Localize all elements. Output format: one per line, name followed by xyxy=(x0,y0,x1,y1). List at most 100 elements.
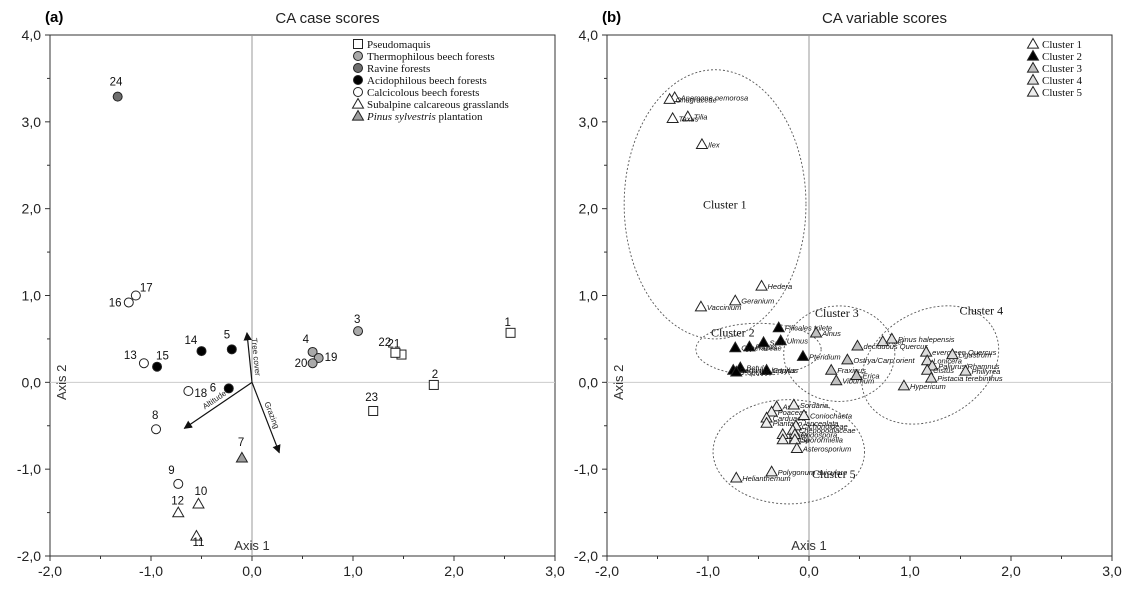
variable-label: Onagraceae xyxy=(676,95,717,104)
panel-label: (b) xyxy=(602,9,621,26)
case-label: 7 xyxy=(238,437,244,449)
case-point-4 xyxy=(307,346,318,357)
variable-point-ulmus xyxy=(774,334,788,346)
variable-point-corylus xyxy=(760,363,773,375)
variable-point-coniochaeta xyxy=(797,408,811,420)
case-point-24 xyxy=(112,91,123,102)
cluster-label-1: Cluster 1 xyxy=(703,198,747,212)
case-label: 1 xyxy=(505,317,511,329)
legend-marker-pinus-sylvestris-plantation xyxy=(351,109,365,121)
chart-title: CA case scores xyxy=(275,10,379,27)
variable-label: Helianthemum xyxy=(742,474,790,483)
variable-point-phillyrea xyxy=(959,364,972,376)
variable-point-geranium xyxy=(728,294,742,306)
variable-point-salix xyxy=(757,335,770,348)
case-label: 20 xyxy=(295,358,308,370)
variable-label: Pteridium xyxy=(809,352,841,361)
variable-point-alnus xyxy=(809,326,823,338)
legend-entry-subalpine-calcareous-grasslands: Subalpine calcareous grasslands xyxy=(367,99,509,111)
variable-point-helianthemum xyxy=(729,471,743,483)
case-point-1 xyxy=(505,327,516,338)
variable-label: Tilia xyxy=(694,113,708,122)
case-label: 21 xyxy=(387,339,400,351)
case-point-3 xyxy=(353,326,364,337)
cluster-ellipse-1 xyxy=(623,69,807,340)
x-tick-label: -2,0 xyxy=(595,563,619,579)
x-tick-label: -1,0 xyxy=(139,563,163,579)
x-tick-label: 3,0 xyxy=(545,563,565,579)
x-tick-label: 1,0 xyxy=(343,563,363,579)
case-label: 24 xyxy=(110,77,123,89)
case-point-13 xyxy=(138,358,149,369)
variable-label: Phillyrea xyxy=(972,367,1001,376)
variable-label: Carduaea xyxy=(773,414,806,423)
case-label: 5 xyxy=(224,329,230,341)
x-axis-label: Axis 1 xyxy=(234,538,269,553)
variable-label: Cyperaceae xyxy=(741,344,781,353)
variable-label: Hedera xyxy=(768,282,793,291)
x-tick-label: 3,0 xyxy=(1102,563,1122,579)
series-cluster-5: AsterSordariaPoaceaeCarduaeaConiochaetaP… xyxy=(729,398,856,483)
case-label: 4 xyxy=(303,334,310,346)
legend-marker-cluster-4 xyxy=(1026,73,1040,85)
y-tick-label: 0,0 xyxy=(22,374,42,390)
panel-label: (a) xyxy=(45,9,63,26)
case-label: 17 xyxy=(140,283,153,295)
variable-point-populus xyxy=(729,365,743,377)
x-tick-label: 0,0 xyxy=(799,563,819,579)
panel-a: -2,0 -1,0 0,0 1,0 2,0 3,0 -2,0 -1,0 0,0 1,0 2,0 3,0… xyxy=(17,9,565,579)
y-tick-label: 2,0 xyxy=(579,201,599,217)
y-axis-label: Axis 2 xyxy=(611,365,626,400)
case-label: 11 xyxy=(192,537,204,549)
variable-point-fagus xyxy=(743,340,756,352)
case-point-6 xyxy=(223,383,234,394)
legend-entry-acidophilous-beech-forests: Acidophilous beech forests xyxy=(367,75,487,87)
case-label: 16 xyxy=(109,297,122,309)
legend-marker-cluster-1 xyxy=(1026,37,1040,49)
variable-point-acer xyxy=(876,335,890,347)
variable-label: Fagus xyxy=(755,343,776,352)
case-label: 19 xyxy=(325,352,338,364)
variable-point-ilex xyxy=(695,137,709,150)
variable-point-viburnum xyxy=(829,374,843,386)
variable-point-ligustrum xyxy=(946,348,959,360)
y-tick-label: 2,0 xyxy=(22,201,42,217)
variable-label: Filicales trilete xyxy=(785,324,833,333)
y-tick-label: 1,0 xyxy=(579,288,599,304)
variable-label: Carpinus betulus xyxy=(739,366,796,375)
legend-entry-thermophilous-beech-forests: Thermophilous beech forests xyxy=(367,51,495,63)
variable-label: Vaccinium xyxy=(707,303,741,312)
case-label: 14 xyxy=(185,335,198,347)
case-point-22 xyxy=(390,347,401,358)
chart-title: CA variable scores xyxy=(822,10,947,27)
variable-point-pistacia-terebinthus xyxy=(924,371,938,383)
variable-point-aster xyxy=(770,400,784,412)
variable-point-taxus xyxy=(666,111,680,123)
variable-point-asterosporium xyxy=(790,441,804,453)
variable-label: Pistacia terebinthus xyxy=(937,374,1003,383)
case-label: 18 xyxy=(194,388,207,400)
variable-label: Ostrya/Carp orient xyxy=(853,356,915,365)
variable-point-polygonum-aviculare xyxy=(765,465,778,477)
case-label: 3 xyxy=(354,314,360,326)
variable-label: evergreen Quercus xyxy=(932,348,996,357)
case-point-18 xyxy=(183,386,194,397)
series-calcicolous-beech-forests: 16 17 13 18 8 9 xyxy=(109,283,207,489)
legend-entry-cluster-3: Cluster 3 xyxy=(1042,63,1083,75)
variable-label: Salix xyxy=(770,338,787,347)
case-point-8 xyxy=(151,424,162,435)
variable-point-paliurus-rhamnus xyxy=(925,359,939,371)
case-point-5 xyxy=(226,344,237,355)
legend-entry-ravine-forests: Ravine forests xyxy=(367,63,430,75)
legend-marker-subalpine-calcareous-grasslands xyxy=(351,97,365,109)
legend-entry-cluster-2: Cluster 2 xyxy=(1042,51,1082,63)
legend-entry-cluster-4: Cluster 4 xyxy=(1042,75,1083,87)
case-point-9 xyxy=(173,478,184,489)
variable-point-riccia xyxy=(776,433,790,445)
variable-label: Taxus xyxy=(679,114,699,123)
case-label: 6 xyxy=(210,382,216,394)
cluster-label-2: Cluster 2 xyxy=(711,325,755,339)
